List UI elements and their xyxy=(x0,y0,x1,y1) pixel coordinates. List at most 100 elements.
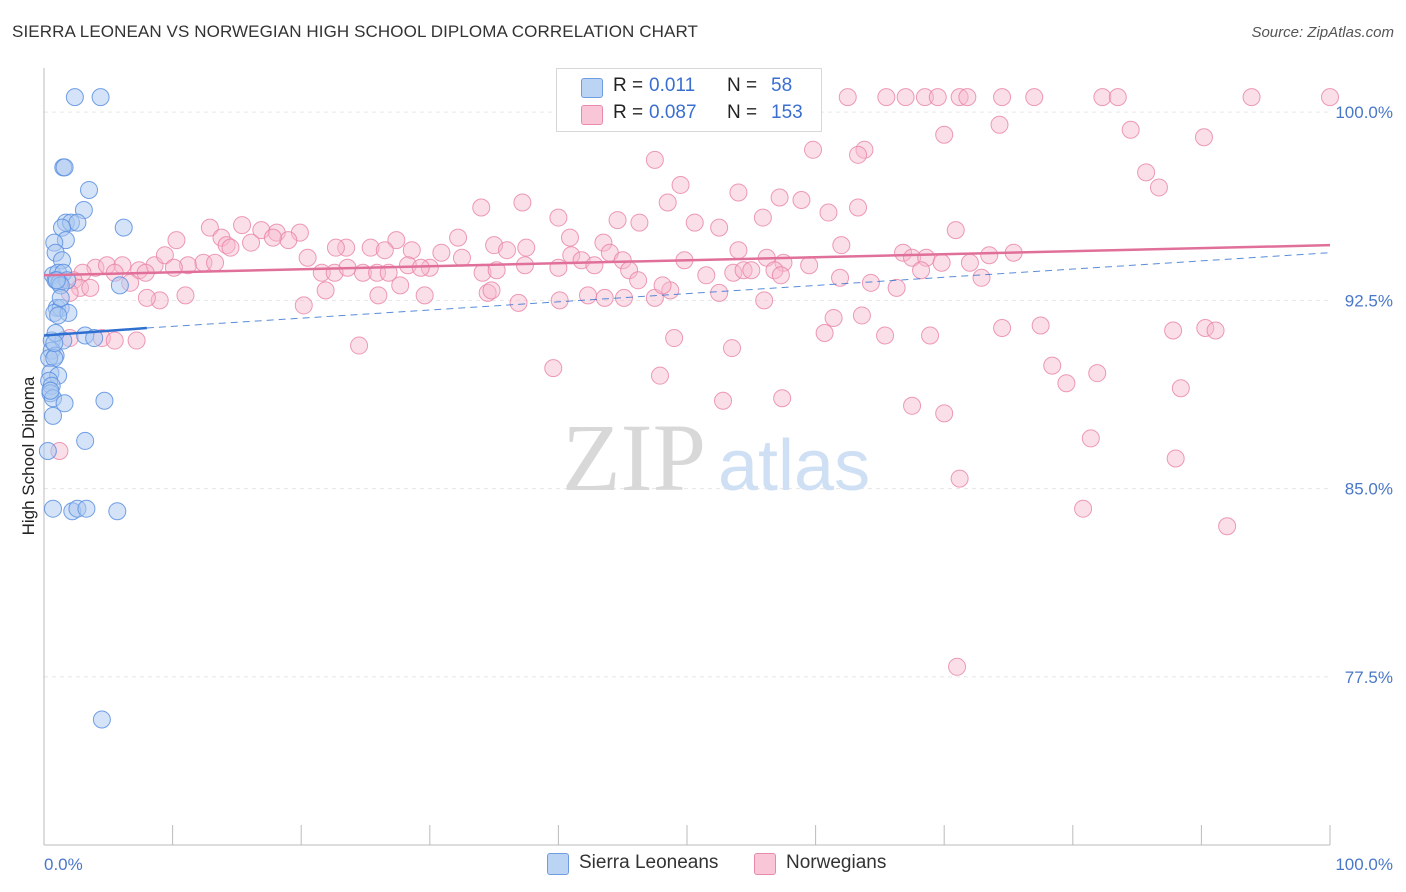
point-norwegian xyxy=(861,273,880,292)
point-sierra-leonean xyxy=(110,276,129,295)
point-norwegian xyxy=(950,88,969,107)
point-norwegian xyxy=(1171,379,1190,398)
point-norwegian xyxy=(560,228,579,247)
point-norwegian xyxy=(1031,316,1050,335)
point-norwegian xyxy=(935,404,954,423)
point-norwegian xyxy=(316,281,335,300)
trend-layer xyxy=(43,243,1331,337)
point-norwegian xyxy=(375,241,394,260)
legend-swatch-pink xyxy=(581,105,603,125)
point-norwegian xyxy=(1166,449,1185,468)
legend-r-value: 0.011 xyxy=(649,75,696,96)
point-norwegian xyxy=(369,286,388,305)
point-norwegian xyxy=(903,396,922,415)
point-norwegian xyxy=(550,291,569,310)
point-norwegian xyxy=(298,248,317,267)
point-sierra-leonean xyxy=(45,349,64,368)
point-sierra-leonean xyxy=(65,88,84,107)
point-norwegian xyxy=(876,326,895,345)
point-norwegian xyxy=(928,88,947,107)
point-norwegian xyxy=(629,271,648,290)
point-norwegian xyxy=(361,238,380,257)
point-norwegian xyxy=(1093,88,1112,107)
point-norwegian xyxy=(1149,178,1168,197)
point-norwegian xyxy=(1121,120,1140,139)
point-norwegian xyxy=(771,266,790,285)
point-norwegian xyxy=(946,221,965,240)
point-norwegian xyxy=(896,88,915,107)
point-norwegian xyxy=(167,231,186,250)
point-norwegian xyxy=(1196,318,1215,337)
trend-line-sierra-leoneans-extension xyxy=(146,252,1331,329)
point-norwegian xyxy=(350,336,369,355)
point-norwegian xyxy=(980,246,999,265)
point-sierra-leonean xyxy=(55,158,74,177)
point-norwegian xyxy=(1081,429,1100,448)
series-norwegians xyxy=(50,88,1339,676)
point-norwegian xyxy=(950,469,969,488)
point-sierra-leonean xyxy=(108,502,127,521)
point-sierra-leonean xyxy=(68,213,87,232)
legend-n-key: N = xyxy=(727,75,758,96)
point-norwegian xyxy=(887,278,906,297)
point-norwegian xyxy=(972,268,991,287)
chart-title: SIERRA LEONEAN VS NORWEGIAN HIGH SCHOOL … xyxy=(12,22,699,41)
point-norwegian xyxy=(852,306,871,325)
point-norwegian xyxy=(1074,499,1093,518)
point-norwegian xyxy=(912,261,931,280)
point-sierra-leonean xyxy=(44,499,63,518)
point-norwegian xyxy=(838,88,857,107)
tick-layer: 77.5% 85.0% 92.5% 100.0% 0.0% 100.0% xyxy=(44,103,1393,874)
point-norwegian xyxy=(517,238,536,257)
point-norwegian xyxy=(1218,517,1237,536)
point-norwegian xyxy=(948,657,967,676)
point-norwegian xyxy=(960,253,979,272)
point-norwegian xyxy=(415,286,434,305)
point-sierra-leonean xyxy=(76,431,95,450)
point-norwegian xyxy=(608,211,627,230)
point-norwegian xyxy=(921,326,940,345)
point-sierra-leonean xyxy=(80,180,99,199)
point-norwegian xyxy=(935,125,954,144)
legend-r-value: 0.087 xyxy=(649,102,697,123)
point-norwegian xyxy=(206,253,225,272)
point-norwegian xyxy=(831,268,850,287)
point-norwegian xyxy=(176,286,195,305)
point-norwegian xyxy=(1057,374,1076,393)
point-norwegian xyxy=(671,175,690,194)
point-norwegian xyxy=(544,359,563,378)
point-norwegian xyxy=(1206,321,1225,340)
point-sierra-leonean xyxy=(114,218,133,237)
point-norwegian xyxy=(1137,163,1156,182)
point-norwegian xyxy=(1321,88,1339,107)
point-norwegian xyxy=(391,276,410,295)
point-norwegian xyxy=(294,296,313,315)
legend-r-key: R = xyxy=(613,75,644,96)
point-norwegian xyxy=(697,266,716,285)
point-norwegian xyxy=(585,256,604,275)
legend-n-value: 153 xyxy=(771,102,803,123)
point-norwegian xyxy=(815,324,834,343)
point-norwegian xyxy=(497,241,516,260)
point-sierra-leonean xyxy=(95,391,114,410)
point-norwegian xyxy=(729,183,748,202)
point-norwegian xyxy=(723,339,742,358)
legend-r-key: R = xyxy=(613,102,644,123)
point-norwegian xyxy=(1242,88,1261,107)
point-norwegian xyxy=(402,241,421,260)
y-tick-label: 77.5% xyxy=(1345,668,1393,687)
point-norwegian xyxy=(1025,88,1044,107)
point-sierra-leonean xyxy=(92,710,111,729)
point-norwegian xyxy=(105,331,124,350)
point-sierra-leonean xyxy=(38,441,57,460)
point-norwegian xyxy=(81,278,100,297)
point-norwegian xyxy=(993,318,1012,337)
bottom-legend-label: Norwegians xyxy=(786,852,887,873)
x-tick-label: 100.0% xyxy=(1335,855,1393,874)
point-norwegian xyxy=(127,331,146,350)
bottom-legend-label: Sierra Leoneans xyxy=(579,852,719,873)
point-norwegian xyxy=(549,258,568,277)
point-sierra-leonean xyxy=(85,329,104,348)
y-axis-label: High School Diploma xyxy=(19,376,38,535)
